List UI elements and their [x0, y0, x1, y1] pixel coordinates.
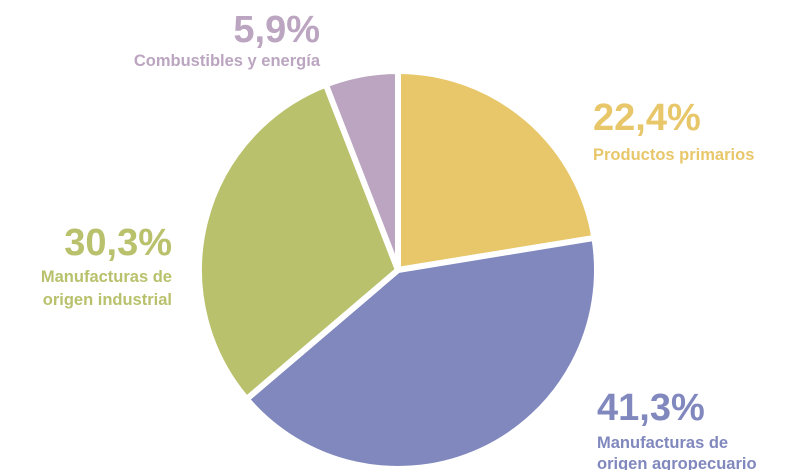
data-label-manufacturas-de-origen-industrial: 30,3% — [64, 222, 172, 264]
data-label-manufacturas-de-origen-agropecuario: 41,3% — [597, 387, 705, 429]
data-label-productos-primarios: 22,4% — [593, 97, 701, 139]
pie-slice-combustibles-y-energia — [321, 67, 401, 272]
category-label-productos-primarios: Productos primarios — [593, 146, 754, 164]
category-label-line: origen industrial — [43, 291, 172, 309]
category-label-manufacturas-de-origen-agropecuario: Manufacturas de origen agropecuario — [597, 434, 757, 470]
data-label-combustibles-y-energia: 5,9% — [233, 9, 320, 51]
category-label-manufacturas-de-origen-industrial: Manufacturas de origen industrial — [41, 268, 172, 309]
category-label-line: Combustibles y energía — [134, 52, 321, 70]
pie-slice-manufacturas-de-origen-agropecuario — [242, 234, 600, 470]
pie-slice-productos-primarios — [395, 67, 598, 274]
category-label-line: Manufacturas de — [41, 268, 172, 286]
pie-slice-manufacturas-de-origen-industrial — [196, 80, 402, 404]
pie-slices — [196, 67, 600, 470]
category-label-combustibles-y-energia: Combustibles y energía — [134, 52, 321, 70]
category-label-line: Manufacturas de — [597, 434, 728, 452]
category-label-line: origen agropecuario — [597, 455, 757, 470]
pie-labels: 22,4% Productos primarios 41,3% Manufactura… — [41, 9, 757, 470]
category-label-line: Productos primarios — [593, 146, 754, 164]
